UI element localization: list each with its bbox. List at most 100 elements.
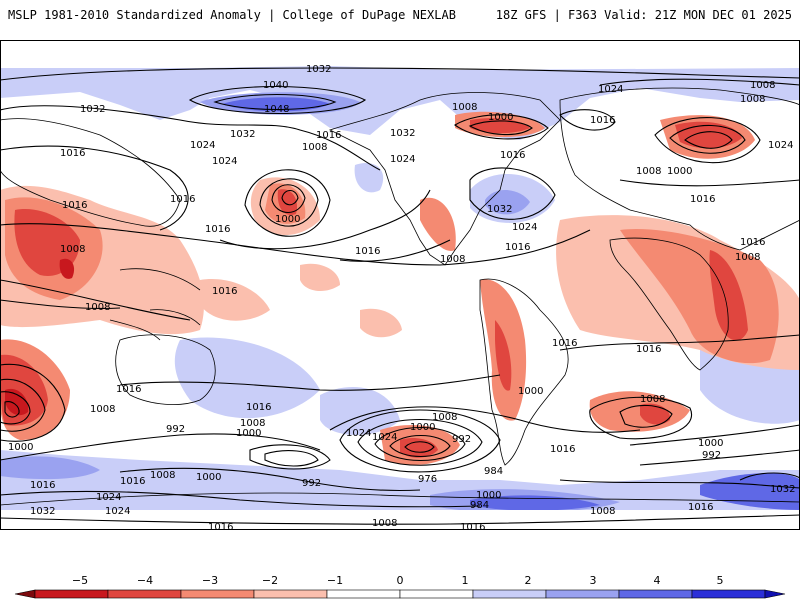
colorbar-swatch: [107, 589, 182, 599]
isobar-line: [469, 167, 556, 220]
isobar-label: 1000: [698, 438, 723, 449]
isobar-line: [281, 189, 299, 206]
isobar-label: 1040: [263, 80, 288, 91]
isobar-label: 1024: [96, 492, 121, 503]
isobar-label: 1000: [518, 386, 543, 397]
isobar-label: 1000: [236, 428, 261, 439]
isobar-line: [639, 449, 800, 466]
isobar-label: 1016: [552, 338, 577, 349]
isobar-label: 1016: [212, 286, 237, 297]
isobar-label: 1016: [60, 148, 85, 159]
isobar-contours: [0, 67, 800, 525]
isobar-line: [357, 419, 483, 466]
isobar-label: 1016: [246, 402, 271, 413]
isobar-line: [619, 179, 800, 187]
isobar-line: [4, 401, 20, 418]
isobar-label: 1000: [488, 112, 513, 123]
isobar-label: 1048: [264, 104, 289, 115]
colorbar-swatch: [34, 589, 109, 599]
isobar-line: [119, 467, 421, 492]
isobar-line: [249, 444, 331, 470]
europe-asia-coast: [559, 87, 800, 251]
isobar-line: [119, 374, 501, 391]
isobar-label: 1032: [80, 104, 105, 115]
isobar-label: 1008: [150, 470, 175, 481]
isobar-label: 1016: [590, 115, 615, 126]
africa-coast: [609, 237, 729, 371]
isobar-line: [0, 67, 800, 81]
isobar-label: 1032: [770, 484, 795, 495]
isobar-line: [684, 131, 733, 149]
isobar-label: 1016: [170, 194, 195, 205]
isobar-line: [669, 124, 746, 154]
isobar-label: 984: [470, 500, 489, 511]
colorbar-swatch: [472, 589, 547, 599]
colorbar-swatch: [691, 589, 766, 599]
anomaly-fill-region: [0, 510, 800, 530]
isobar-line: [739, 472, 800, 481]
isobar-label: 1024: [346, 428, 371, 439]
isobar-line: [559, 479, 800, 489]
anomaly-fill-region: [675, 121, 742, 149]
colorbar-label: −5: [72, 574, 88, 587]
isobar-label: 1024: [512, 222, 537, 233]
isobar-label: 1032: [230, 129, 255, 140]
isobar-label: 1000: [476, 490, 501, 501]
isobar-label: 1008: [636, 166, 661, 177]
isobar-label: 1016: [355, 246, 380, 257]
anomaly-fill-region: [360, 308, 402, 338]
isobar-line: [0, 105, 381, 171]
isobar-label: 992: [702, 450, 721, 461]
anomaly-fill-region: [320, 387, 400, 435]
colorbar-label: 3: [590, 574, 597, 587]
colorbar-label: −3: [202, 574, 218, 587]
colorbar-swatch: [180, 589, 255, 599]
isobar-label: 1008: [750, 80, 775, 91]
isobar-line: [0, 391, 31, 425]
isobar-label: 1016: [316, 130, 341, 141]
isobar-label: 1008: [302, 142, 327, 153]
southeast-asia-islands: [109, 268, 201, 341]
isobar-label: 1016: [208, 522, 233, 530]
anomaly-fill-region: [300, 263, 340, 292]
isobar-label: 1024: [372, 432, 397, 443]
colorbar-label: −2: [262, 574, 278, 587]
isobar-line: [559, 109, 616, 131]
isobar-line: [389, 435, 451, 457]
isobar-line: [0, 299, 121, 309]
isobar-line: [374, 427, 466, 461]
isobar-line: [339, 239, 451, 262]
anomaly-fill-region: [485, 190, 530, 215]
isobar-line: [0, 279, 191, 321]
isobar-label: 992: [452, 434, 471, 445]
isobar-label: 1008: [452, 102, 477, 113]
isobar-label: 1016: [740, 237, 765, 248]
colorbar-label: −1: [327, 574, 343, 587]
model-valid-time: 18Z GFS | F363 Valid: 21Z MON DEC 01 202…: [495, 8, 792, 22]
anomaly-fill-region: [495, 320, 512, 391]
anomaly-fill-region: [354, 162, 384, 193]
isobar-label: 1024: [190, 140, 215, 151]
mslp-anomaly-map: 1032 1040 1048 1032 1024 1016 1024 1032 …: [0, 40, 800, 530]
isobar-line: [0, 514, 800, 525]
isobar-label: 1008: [240, 418, 265, 429]
anomaly-fill-region: [470, 495, 600, 511]
isobar-label: 1016: [30, 480, 55, 491]
isobar-line: [599, 78, 800, 86]
east-asia-coast: [0, 118, 181, 227]
anomaly-fill-region: [200, 279, 270, 321]
isobar-label: 1016: [116, 384, 141, 395]
antarctica-coast: [0, 492, 800, 506]
isobar-label: 1008: [60, 244, 85, 255]
anomaly-fill-region: [174, 337, 320, 419]
isobar-line: [339, 409, 501, 473]
isobar-label: 1024: [390, 154, 415, 165]
isobar-label: 1016: [62, 200, 87, 211]
isobar-label: 1032: [306, 64, 331, 75]
isobar-label: 1016: [460, 522, 485, 530]
isobar-line: [0, 145, 189, 231]
isobar-label: 1016: [500, 150, 525, 161]
isobar-label: 1008: [440, 254, 465, 265]
colorbar-swatch: [399, 589, 474, 599]
anomaly-fill-region: [5, 388, 29, 416]
